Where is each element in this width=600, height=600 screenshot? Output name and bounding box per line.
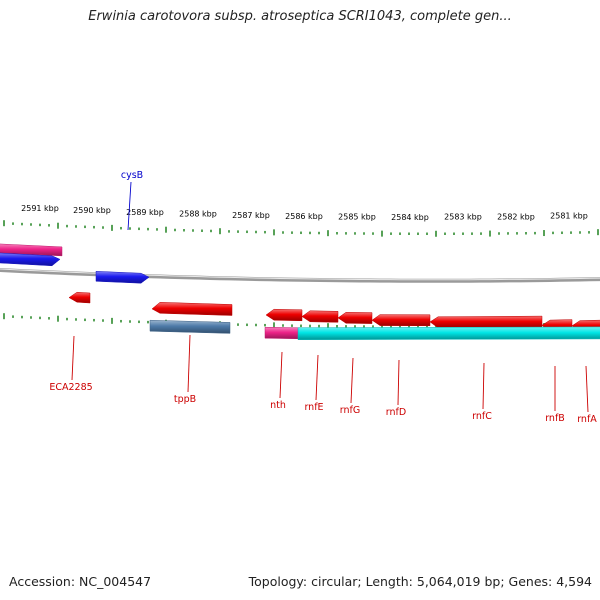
gene-leader-line: [187, 334, 191, 393]
position-label: 2587 kbp: [232, 211, 270, 220]
gene-leader-line: [127, 181, 132, 231]
gene-nth-red[interactable]: [265, 308, 303, 322]
gene-label-rnfa[interactable]: rnfA: [577, 414, 597, 425]
position-label: 2583 kbp: [444, 213, 482, 222]
gene-rnfd[interactable]: [371, 314, 431, 327]
gene-leader-line: [482, 362, 485, 410]
gene-label-eca2285[interactable]: ECA2285: [49, 382, 92, 393]
gene-cyan-operon[interactable]: [297, 326, 600, 340]
position-label: 2581 kbp: [550, 212, 588, 221]
position-label: 2586 kbp: [285, 212, 323, 221]
genes-layer[interactable]: [0, 243, 600, 340]
position-label: 2590 kbp: [73, 206, 111, 215]
gene-leader-line: [585, 365, 589, 413]
position-label: 2585 kbp: [338, 212, 376, 221]
labels-layer: 2591 kbp 2590 kbp 2589 kbp 2588 kbp 2587 kbp…: [21, 170, 597, 425]
gene-leader-line: [71, 335, 75, 381]
gene-label-rnfc[interactable]: rnfC: [472, 411, 492, 422]
gene-label-nth[interactable]: nth: [270, 400, 286, 411]
gene-blue-top-1[interactable]: [0, 252, 61, 267]
accession-text: Accession: NC_004547: [9, 574, 152, 589]
position-label: 2584 kbp: [391, 213, 429, 222]
backbone-layer: [0, 267, 600, 283]
gene-rnfg[interactable]: [337, 312, 373, 324]
gene-label-rnfb[interactable]: rnfB: [545, 413, 565, 424]
gene-nth-pink[interactable]: [264, 326, 301, 340]
gene-label-rnfd[interactable]: rnfD: [386, 407, 406, 418]
gene-label-rnfe[interactable]: rnfE: [304, 402, 323, 413]
gene-label-rnfg[interactable]: rnfG: [340, 405, 360, 416]
gene-leader-line: [279, 351, 283, 399]
gene-eca2285[interactable]: [68, 291, 91, 304]
gene-leader-line: [315, 354, 319, 401]
gene-blue-top-2[interactable]: [95, 271, 150, 284]
gene-rnfc[interactable]: [429, 315, 543, 329]
gene-leader-line: [397, 359, 400, 406]
gene-leader-line: [350, 357, 354, 404]
position-label: 2582 kbp: [497, 212, 535, 221]
position-label: 2589 kbp: [126, 208, 164, 217]
position-label: 2588 kbp: [179, 210, 217, 219]
gene-red-tppB-upper[interactable]: [151, 302, 233, 316]
gene-label-cysb[interactable]: cysB: [121, 170, 143, 181]
genome-backbone: [0, 267, 600, 283]
summary-text: Topology: circular; Length: 5,064,019 bp…: [248, 574, 592, 589]
genome-backbone-highlight: [0, 268, 600, 281]
gene-label-tppb[interactable]: tppB: [174, 394, 196, 405]
gene-tppb[interactable]: [149, 319, 231, 334]
map-title: Erwinia carotovora subsp. atroseptica SC…: [88, 9, 512, 24]
gene-pink-top[interactable]: [0, 243, 63, 257]
gene-rnfe[interactable]: [301, 310, 339, 323]
position-label: 2591 kbp: [21, 204, 59, 213]
